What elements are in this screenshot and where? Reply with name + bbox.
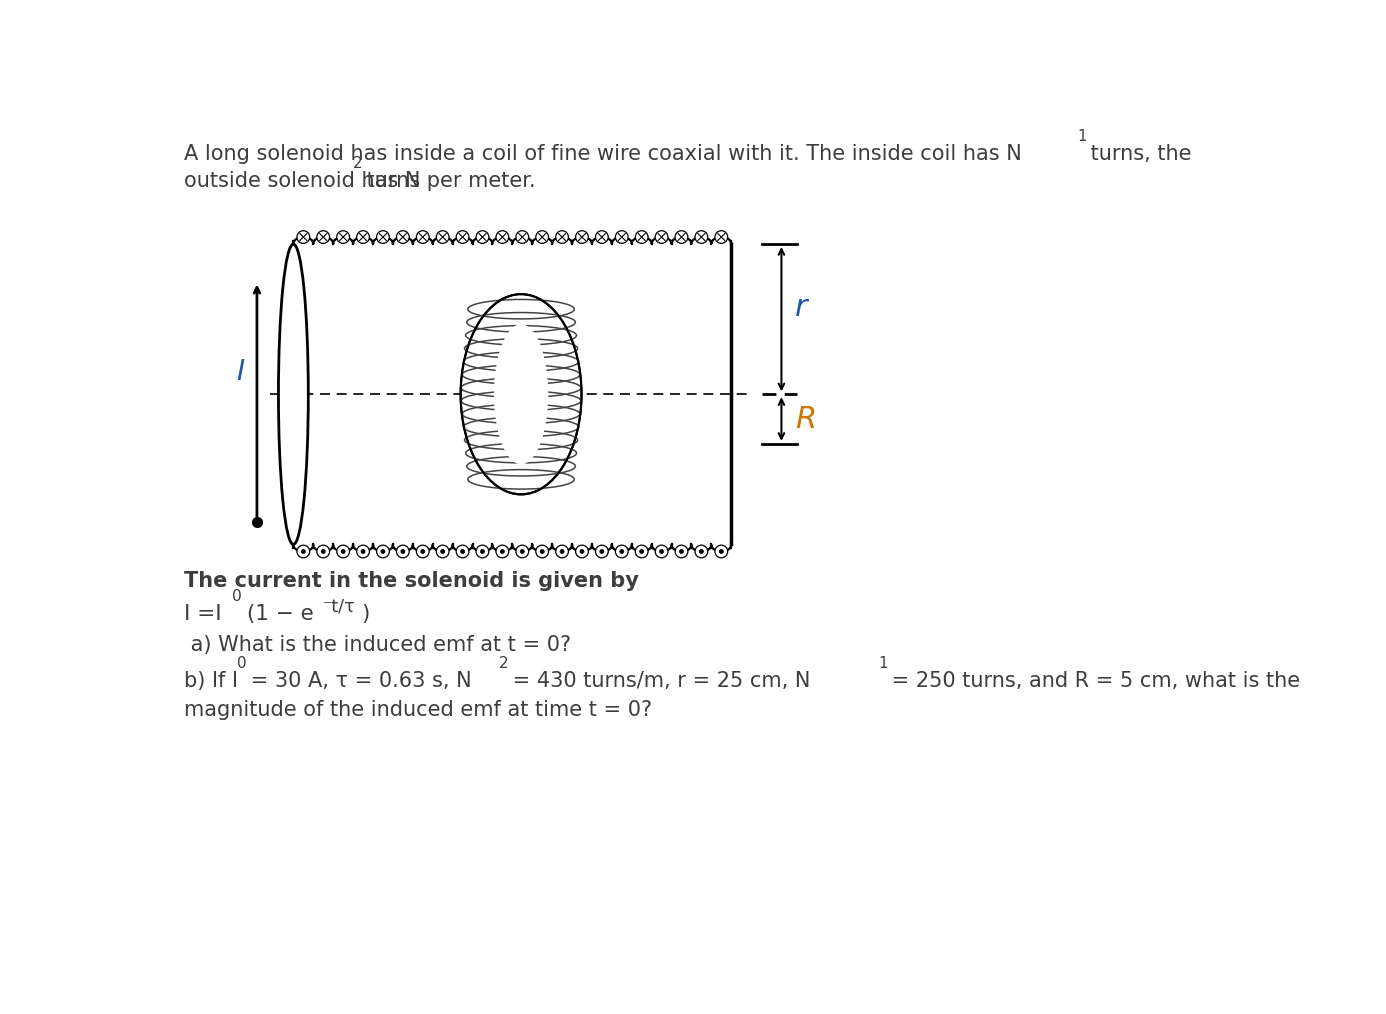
- Text: 0: 0: [231, 589, 243, 603]
- Circle shape: [520, 550, 524, 554]
- Text: 0: 0: [237, 656, 247, 671]
- Circle shape: [635, 231, 649, 243]
- Circle shape: [341, 550, 345, 554]
- Circle shape: [500, 550, 505, 554]
- Circle shape: [615, 231, 628, 243]
- Text: ⁻t/τ: ⁻t/τ: [323, 597, 356, 615]
- Circle shape: [356, 231, 370, 243]
- Circle shape: [556, 231, 568, 243]
- Circle shape: [556, 546, 568, 558]
- Circle shape: [596, 231, 608, 243]
- Text: 2: 2: [353, 156, 363, 171]
- Text: magnitude of the induced emf at time t = 0?: magnitude of the induced emf at time t =…: [184, 700, 653, 720]
- Text: b) If I: b) If I: [184, 671, 238, 692]
- Circle shape: [496, 231, 509, 243]
- Text: I: I: [236, 358, 244, 385]
- Circle shape: [481, 550, 485, 554]
- Circle shape: [416, 231, 430, 243]
- Circle shape: [456, 546, 468, 558]
- Circle shape: [575, 546, 588, 558]
- Circle shape: [475, 546, 489, 558]
- Circle shape: [656, 231, 668, 243]
- Circle shape: [381, 550, 385, 554]
- Text: outside solenoid has N: outside solenoid has N: [184, 171, 420, 191]
- Circle shape: [656, 546, 668, 558]
- Text: a) What is the induced emf at t = 0?: a) What is the induced emf at t = 0?: [184, 635, 571, 654]
- Circle shape: [377, 231, 389, 243]
- Circle shape: [579, 550, 584, 554]
- Circle shape: [297, 231, 309, 243]
- Text: ): ): [362, 603, 370, 624]
- Circle shape: [541, 550, 545, 554]
- Text: R: R: [796, 405, 816, 434]
- Circle shape: [516, 546, 528, 558]
- Circle shape: [322, 550, 326, 554]
- Ellipse shape: [460, 294, 582, 495]
- Circle shape: [441, 550, 445, 554]
- Circle shape: [679, 550, 683, 554]
- Circle shape: [360, 550, 365, 554]
- Text: = 30 A, τ = 0.63 s, N: = 30 A, τ = 0.63 s, N: [244, 671, 471, 692]
- Circle shape: [675, 231, 687, 243]
- Circle shape: [675, 546, 687, 558]
- Circle shape: [317, 546, 330, 558]
- Text: 1: 1: [1077, 129, 1087, 144]
- Circle shape: [596, 546, 608, 558]
- Circle shape: [620, 550, 624, 554]
- Text: (1 − e: (1 − e: [240, 603, 313, 624]
- Circle shape: [635, 546, 649, 558]
- Circle shape: [640, 550, 643, 554]
- Circle shape: [536, 546, 549, 558]
- Text: A long solenoid has inside a coil of fine wire coaxial with it. The inside coil : A long solenoid has inside a coil of fin…: [184, 144, 1021, 164]
- Circle shape: [377, 546, 389, 558]
- Circle shape: [456, 231, 468, 243]
- Text: The current in the solenoid is given by: The current in the solenoid is given by: [184, 571, 639, 591]
- Text: = 250 turns, and R = 5 cm, what is the: = 250 turns, and R = 5 cm, what is the: [886, 671, 1300, 692]
- Circle shape: [700, 550, 704, 554]
- Circle shape: [536, 231, 549, 243]
- Bar: [294, 244, 732, 545]
- Circle shape: [516, 231, 528, 243]
- Circle shape: [337, 546, 349, 558]
- Circle shape: [301, 550, 305, 554]
- Circle shape: [694, 546, 708, 558]
- Circle shape: [660, 550, 664, 554]
- Text: I =I: I =I: [184, 603, 222, 624]
- Circle shape: [437, 546, 449, 558]
- Text: 1: 1: [879, 656, 888, 671]
- Circle shape: [560, 550, 564, 554]
- Circle shape: [317, 231, 330, 243]
- Circle shape: [694, 231, 708, 243]
- Circle shape: [719, 550, 723, 554]
- Circle shape: [715, 546, 728, 558]
- Circle shape: [416, 546, 430, 558]
- Text: turns, the: turns, the: [1084, 144, 1192, 164]
- Ellipse shape: [279, 244, 308, 545]
- Circle shape: [715, 231, 728, 243]
- Circle shape: [421, 550, 424, 554]
- Text: = 430 turns/m, r = 25 cm, N: = 430 turns/m, r = 25 cm, N: [506, 671, 809, 692]
- Circle shape: [437, 231, 449, 243]
- Circle shape: [356, 546, 370, 558]
- Text: 2: 2: [499, 656, 509, 671]
- Text: r: r: [796, 293, 808, 322]
- Ellipse shape: [493, 324, 549, 464]
- Circle shape: [297, 546, 309, 558]
- Circle shape: [475, 231, 489, 243]
- Circle shape: [575, 231, 588, 243]
- Circle shape: [396, 231, 409, 243]
- Circle shape: [396, 546, 409, 558]
- Circle shape: [600, 550, 604, 554]
- Circle shape: [337, 231, 349, 243]
- Text: turns per meter.: turns per meter.: [360, 171, 535, 191]
- Circle shape: [615, 546, 628, 558]
- Circle shape: [401, 550, 405, 554]
- Circle shape: [496, 546, 509, 558]
- Circle shape: [460, 550, 464, 554]
